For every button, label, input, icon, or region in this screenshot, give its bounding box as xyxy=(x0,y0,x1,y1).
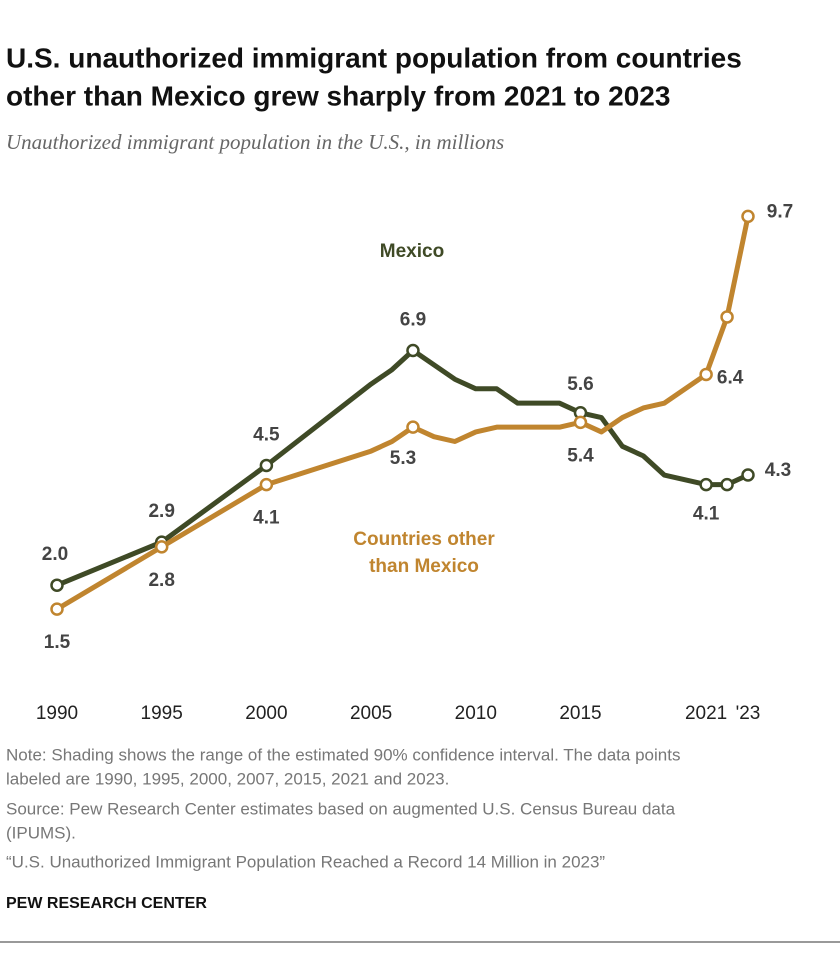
data-label: 6.9 xyxy=(400,310,426,331)
data-label: 2.8 xyxy=(148,570,174,591)
x-tick-label: 2000 xyxy=(245,703,287,724)
point-marker xyxy=(154,540,169,554)
x-tick-label: 2010 xyxy=(455,703,497,724)
data-label: 2.9 xyxy=(148,501,174,522)
source: Source: Pew Research Center estimates ba… xyxy=(6,799,676,818)
point-marker xyxy=(699,477,713,492)
point-marker xyxy=(699,367,713,382)
note: labeled are 1990, 1995, 2000, 2007, 2015… xyxy=(6,769,449,788)
point-marker xyxy=(720,477,734,492)
source: (IPUMS). xyxy=(6,823,76,842)
point-marker xyxy=(741,209,755,224)
x-tick-label: 1990 xyxy=(36,703,78,724)
data-label: 4.1 xyxy=(253,508,280,529)
credit: PEW RESEARCH CENTER xyxy=(6,895,207,912)
data-label: 9.7 xyxy=(767,201,793,222)
series-label: Countries other xyxy=(353,529,495,550)
data-label: 5.3 xyxy=(390,448,416,469)
point-marker xyxy=(406,343,420,358)
data-label: 4.5 xyxy=(253,424,280,445)
data-label: 1.5 xyxy=(44,632,71,653)
note: Note: Shading shows the range of the est… xyxy=(6,745,680,764)
point-marker xyxy=(573,415,588,430)
x-tick-label: 2015 xyxy=(559,703,601,724)
chart-subtitle: Unauthorized immigrant population in the… xyxy=(6,130,504,154)
x-tick-label: 1995 xyxy=(141,703,183,724)
chart-title: other than Mexico grew sharply from 2021… xyxy=(6,80,670,111)
point-marker xyxy=(259,477,274,492)
data-label: 4.1 xyxy=(693,504,720,525)
series-label: than Mexico xyxy=(369,556,479,577)
data-label: 5.6 xyxy=(567,374,593,395)
x-tick-label: '23 xyxy=(736,703,761,724)
point-marker xyxy=(50,578,64,592)
point-marker xyxy=(741,468,755,482)
point-marker xyxy=(50,602,64,616)
point-marker xyxy=(720,310,734,324)
chart-title: U.S. unauthorized immigrant population f… xyxy=(6,42,742,73)
point-marker xyxy=(259,458,274,473)
series-line xyxy=(54,213,751,612)
data-label: 4.3 xyxy=(765,460,791,481)
data-label: 5.4 xyxy=(567,445,594,466)
series-label: Mexico xyxy=(380,241,444,262)
report: “U.S. Unauthorized Immigrant Population … xyxy=(6,852,605,871)
series-line xyxy=(54,347,751,588)
data-label: 2.0 xyxy=(42,544,68,565)
x-tick-label: 2021 xyxy=(685,703,727,724)
x-tick-label: 2005 xyxy=(350,703,392,724)
data-label: 6.4 xyxy=(717,367,744,388)
point-marker xyxy=(406,420,420,434)
